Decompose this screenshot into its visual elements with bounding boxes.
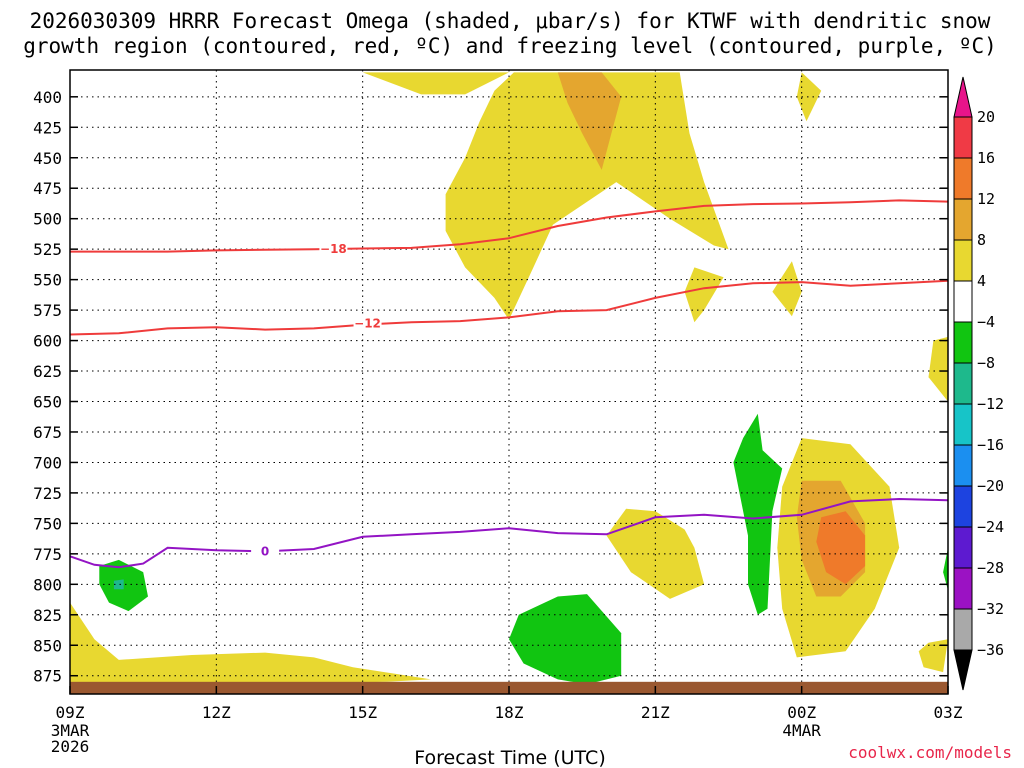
y-tick-label-550: 550: [33, 271, 62, 290]
colorbar-swatch-3: [953, 239, 973, 282]
x-date-label: 4MAR: [782, 721, 821, 740]
colorbar-label-7: −12: [977, 395, 1004, 413]
contour-2: [69, 497, 949, 569]
omega-region-3: [796, 72, 822, 122]
omega-region-15: [509, 594, 622, 685]
omega-region-4: [684, 267, 724, 323]
contour-label-bg-1: [353, 315, 382, 332]
omega-region-14: [733, 413, 783, 615]
contour-0: [70, 199, 949, 253]
y-tick-label-825: 825: [33, 606, 62, 625]
colorbar-label-2: 12: [977, 190, 995, 208]
x-tick-label-18Z: 18Z: [495, 703, 524, 722]
x-tick-label-15Z: 15Z: [348, 703, 377, 722]
x-date-label: 2026: [51, 737, 90, 756]
colorbar-label-6: −8: [977, 354, 995, 372]
omega-region-0: [362, 72, 509, 95]
omega-region-17: [113, 579, 124, 590]
x-axis-label: Forecast Time (UTC): [414, 747, 605, 768]
colorbar-label-12: −32: [977, 600, 1004, 618]
y-axis: 400 425 450 475 500 525 550 575 600 625 650 675 700 7…: [33, 88, 948, 686]
y-tick-label-875: 875: [33, 667, 62, 686]
omega-region-2: [557, 72, 622, 170]
contour-label-bg-0: [319, 241, 348, 258]
omega-region-6: [928, 336, 948, 402]
y-tick-label-850: 850: [33, 636, 62, 655]
colorbar-swatch-5: [953, 321, 973, 364]
chart-title-line-2: growth region (contoured, red, ºC) and f…: [23, 34, 997, 58]
y-tick-label-475: 475: [33, 179, 62, 198]
contour-lines: −18 −12 0: [69, 199, 949, 569]
y-tick-label-500: 500: [33, 210, 62, 229]
y-tick-label-525: 525: [33, 240, 62, 259]
y-tick-label-800: 800: [33, 575, 62, 594]
y-tick-label-625: 625: [33, 362, 62, 381]
x-tick-label-12Z: 12Z: [202, 703, 231, 722]
omega-region-10: [816, 511, 866, 585]
y-tick-label-600: 600: [33, 332, 62, 351]
colorbar-top-arrow: [953, 76, 973, 118]
y-tick-label-650: 650: [33, 393, 62, 412]
colorbar-label-4: 4: [977, 272, 986, 290]
contour-label-0: −18: [320, 242, 347, 256]
contour-label-2: 0: [261, 544, 269, 558]
omega-region-7: [606, 508, 705, 599]
contour-label-1: −12: [354, 317, 381, 331]
colorbar-label-9: −20: [977, 477, 1004, 495]
omega-region-12: [70, 602, 431, 688]
omega-region-1: [445, 72, 729, 320]
y-tick-label-575: 575: [33, 301, 62, 320]
colorbar-swatch-1: [953, 157, 973, 200]
contour-1: [69, 279, 949, 336]
colorbar-swatch-4: [953, 280, 973, 323]
omega-region-11: [918, 639, 948, 673]
colorbar-label-10: −24: [977, 518, 1004, 536]
colorbar-label-1: 16: [977, 149, 995, 167]
colorbar-swatch-11: [953, 567, 973, 610]
colorbar-label-13: −36: [977, 641, 1004, 659]
omega-region-5: [772, 261, 802, 317]
colorbar-label-3: 8: [977, 231, 986, 249]
y-tick-label-425: 425: [33, 118, 62, 137]
colorbar: 20 16 12 8 4 −4 −8 −12 −16 −20 −24 −28 −32 −36: [953, 76, 1004, 691]
colorbar-label-5: −4: [977, 313, 995, 331]
credit-text: coolwx.com/models: [848, 743, 1012, 762]
colorbar-swatch-6: [953, 362, 973, 405]
x-tick-label-03Z: 03Z: [934, 703, 963, 722]
colorbar-label-8: −16: [977, 436, 1004, 454]
y-tick-label-675: 675: [33, 423, 62, 442]
colorbar-label-0: 20: [977, 108, 995, 126]
contour-label-bg-2: [251, 543, 280, 560]
colorbar-bottom-arrow: [953, 649, 973, 691]
y-tick-label-700: 700: [33, 453, 62, 472]
y-tick-label-725: 725: [33, 484, 62, 503]
y-tick-label-400: 400: [33, 88, 62, 107]
y-tick-label-775: 775: [33, 545, 62, 564]
y-tick-label-450: 450: [33, 149, 62, 168]
colorbar-swatch-7: [953, 403, 973, 446]
colorbar-swatch-2: [953, 198, 973, 241]
chart-title-line-1: 2026030309 HRRR Forecast Omega (shaded, …: [30, 9, 991, 33]
x-tick-label-09Z: 09Z: [56, 703, 85, 722]
omega-region-16: [943, 547, 948, 591]
x-date-label: 3MAR: [51, 721, 90, 740]
colorbar-swatch-12: [953, 608, 973, 651]
colorbar-swatch-0: [953, 116, 973, 159]
x-tick-label-00Z: 00Z: [787, 703, 816, 722]
grid-lines: [70, 70, 948, 694]
colorbar-label-11: −28: [977, 559, 1004, 577]
x-tick-label-21Z: 21Z: [641, 703, 670, 722]
colorbar-swatch-10: [953, 526, 973, 569]
colorbar-swatch-8: [953, 444, 973, 487]
y-tick-label-750: 750: [33, 514, 62, 533]
colorbar-swatch-9: [953, 485, 973, 528]
